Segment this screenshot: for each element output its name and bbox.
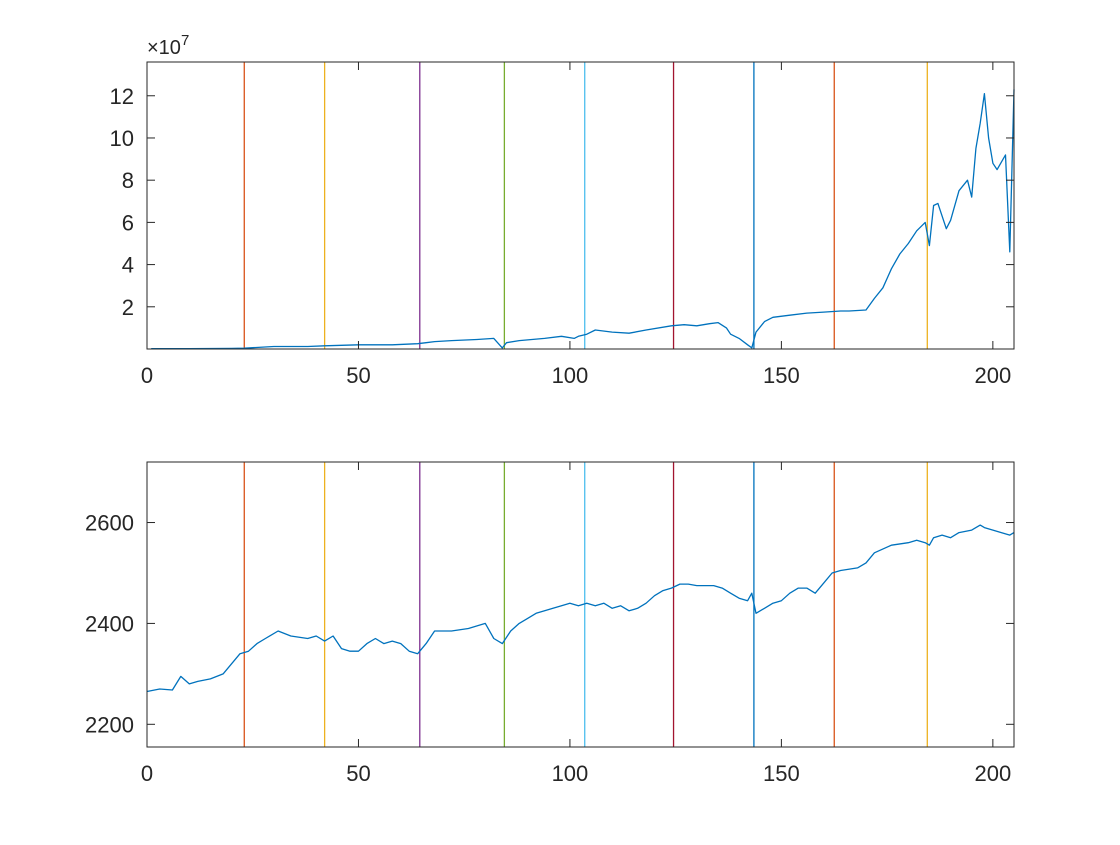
y-tick-label: 2600: [85, 511, 134, 536]
x-tick-label: 100: [552, 363, 589, 388]
bottom-axes: 0 50 100 150 200 2200 2400 2600: [85, 461, 1015, 786]
top-axes: 0 50 100 150 200 2 4 6 8 10 12 ×107: [110, 32, 1015, 388]
y-tick-label: 2400: [85, 611, 134, 636]
y-tick-label: 2200: [85, 712, 134, 737]
y-tick-label: 2: [122, 295, 134, 320]
axes-frame: [146, 61, 1015, 350]
y-tick-label: 12: [110, 84, 134, 109]
x-tick-label: 150: [763, 761, 800, 786]
y-tick-label: 10: [110, 126, 134, 151]
series-line: [151, 89, 1015, 350]
x-tick-label: 50: [346, 761, 370, 786]
x-tick-label: 100: [552, 761, 589, 786]
axes-frame: [146, 461, 1015, 748]
x-tick-label: 200: [974, 761, 1011, 786]
x-tick-label: 200: [974, 363, 1011, 388]
y-exponent-label: ×107: [147, 32, 189, 59]
plot-area: [147, 62, 1014, 349]
series-line: [146, 524, 1015, 693]
x-tick-label: 150: [763, 363, 800, 388]
x-tick-label: 0: [141, 363, 153, 388]
exponent-power: 7: [181, 32, 189, 49]
x-tick-label: 0: [141, 761, 153, 786]
exponent-base: ×10: [147, 37, 181, 59]
y-tick-label: 6: [122, 210, 134, 235]
y-tick-label: 4: [122, 253, 134, 278]
x-tick-label: 50: [346, 363, 370, 388]
y-tick-label: 8: [122, 168, 134, 193]
